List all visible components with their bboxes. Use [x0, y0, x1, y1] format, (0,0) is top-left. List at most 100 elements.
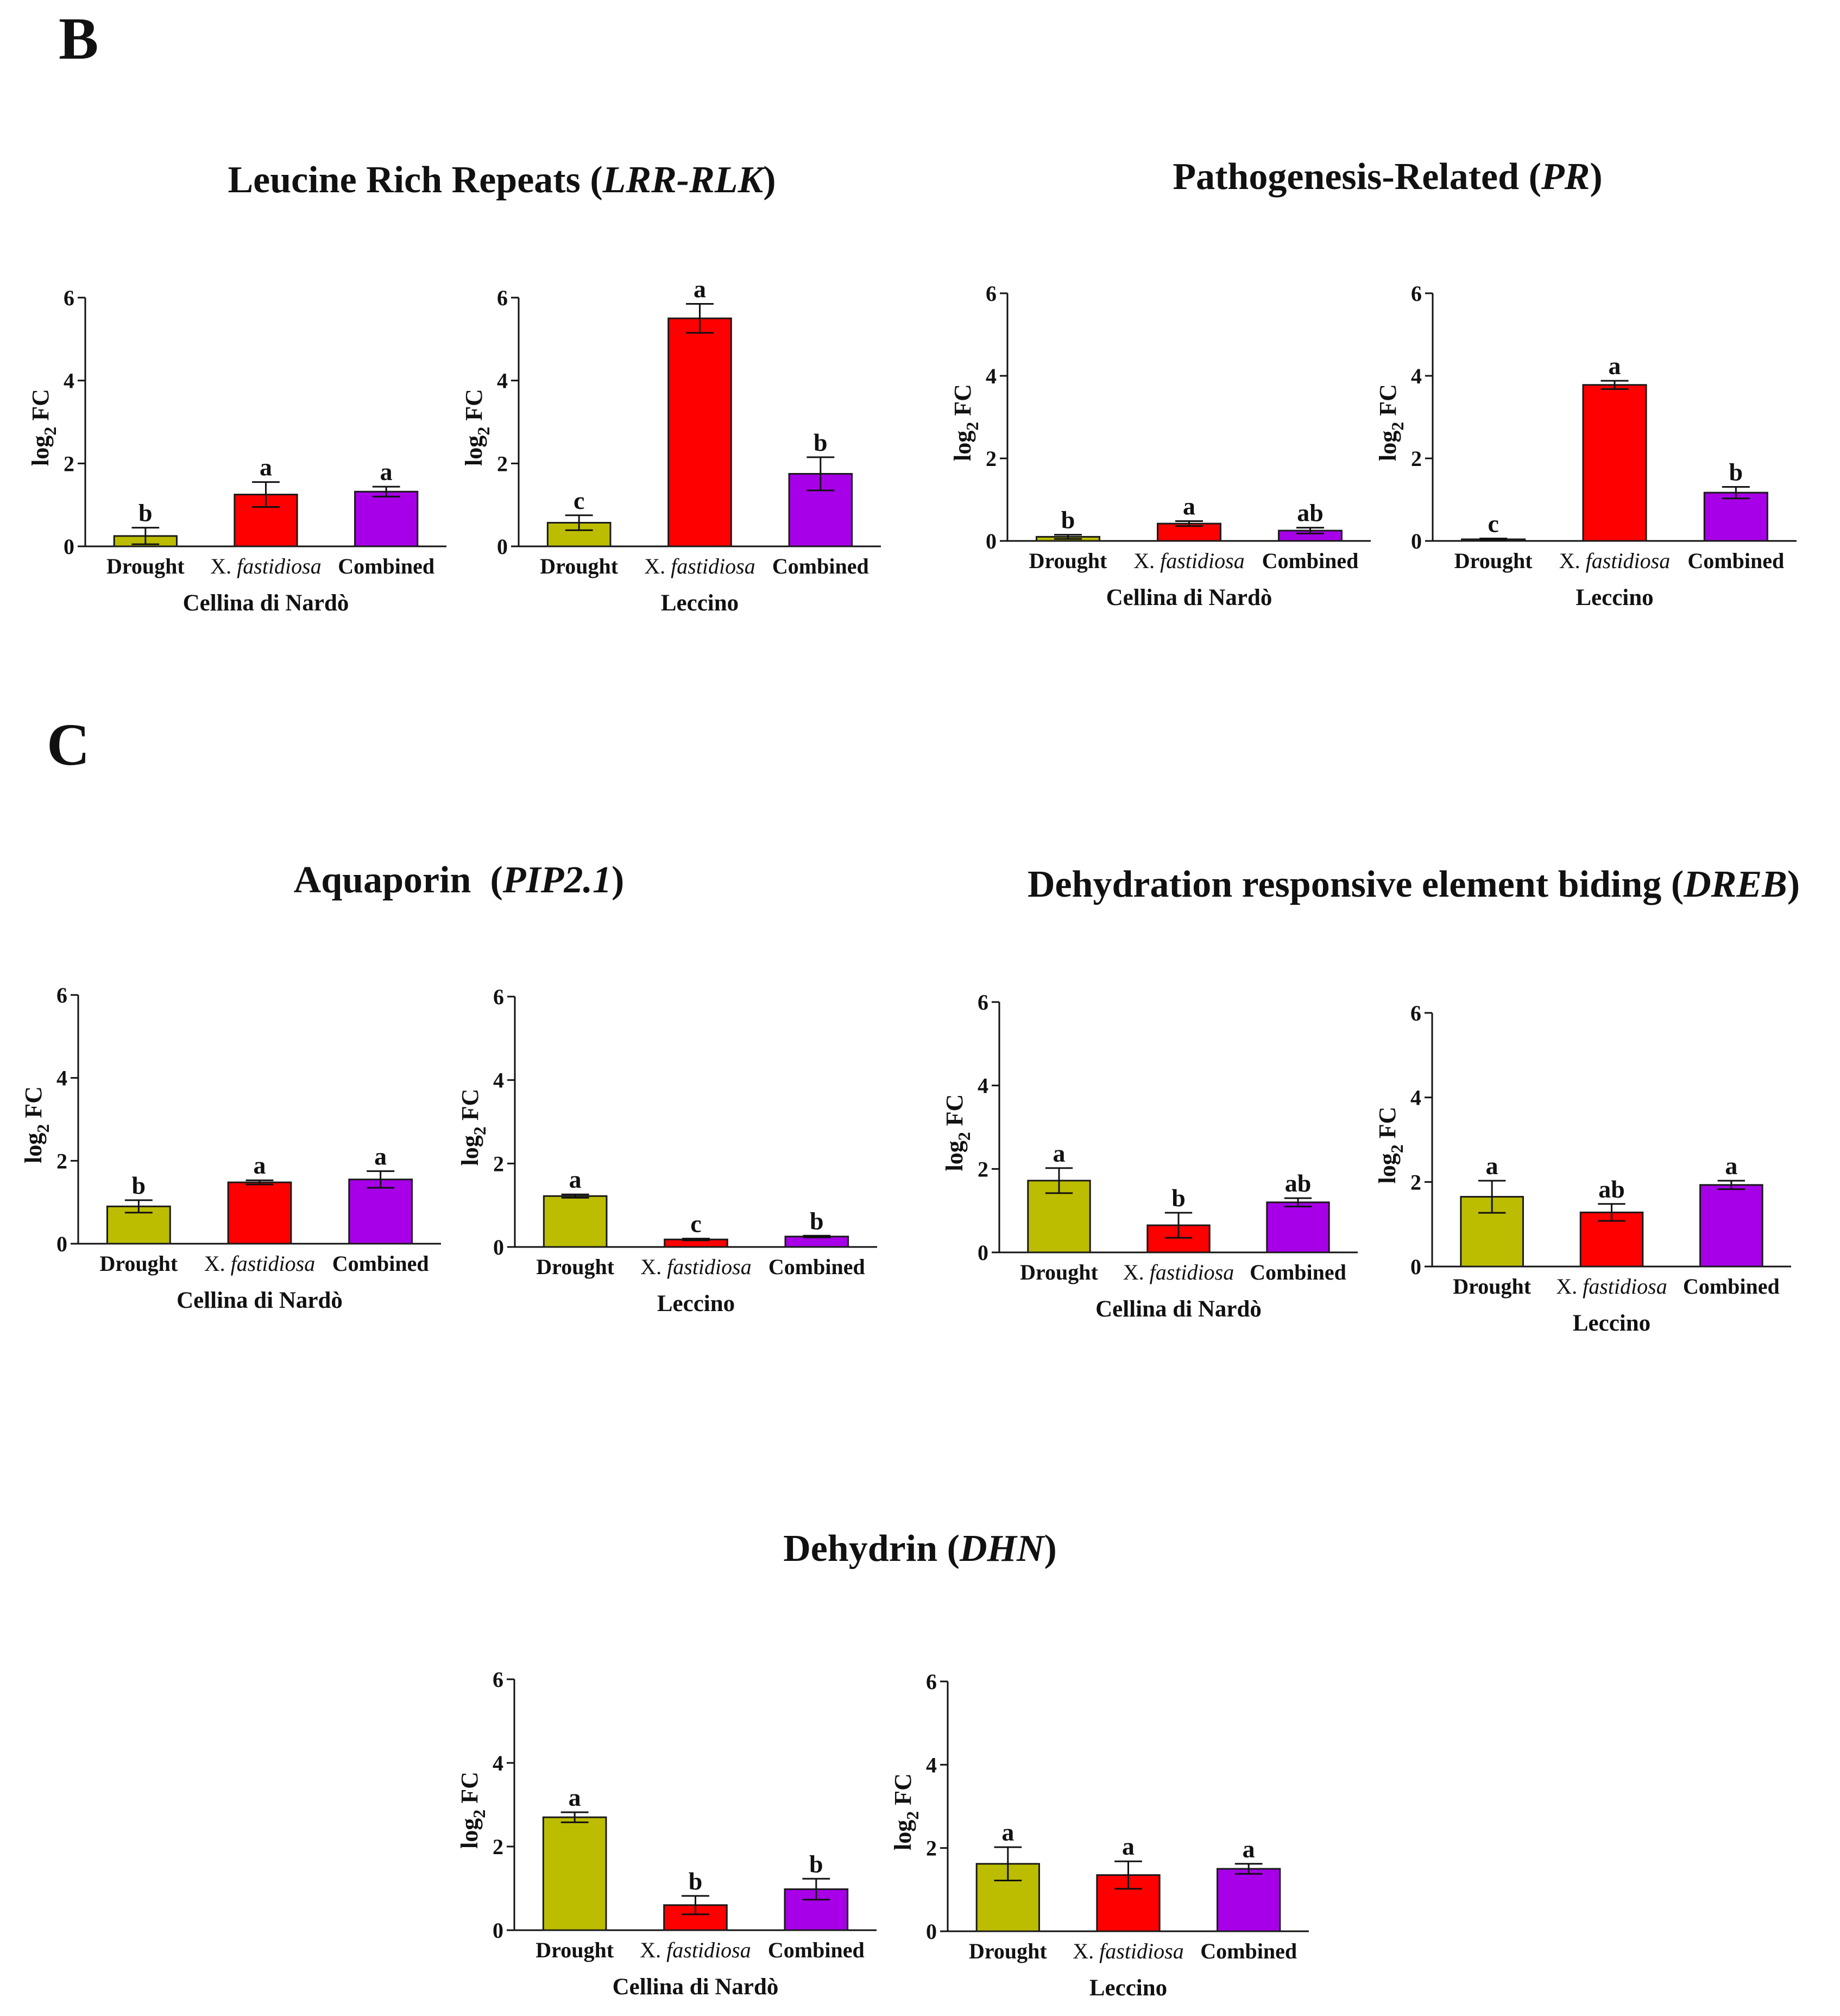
subplot-6: 0 2 4 6 log2 FC a Drought c X. fastidiosa b Combin… — [457, 985, 877, 1316]
gene-symbol: PIP2.1 — [502, 859, 612, 901]
y-tick-label: 0 — [497, 534, 508, 559]
y-axis-label: log2 FC — [461, 389, 493, 466]
subplot-4: 0 2 4 6 log2 FC c Drought a X. fastidiosa b Combin… — [1375, 281, 1797, 610]
bar-drought — [1460, 1196, 1524, 1268]
x-axis-label: Cellina di Nardò — [1106, 585, 1272, 610]
y-tick-label: 4 — [1410, 1086, 1421, 1110]
significance-label: b — [810, 1207, 824, 1234]
gene-name: Dehydrin — [783, 1528, 937, 1570]
significance-label: a — [1486, 1152, 1498, 1180]
y-tick-label: 6 — [497, 286, 508, 310]
significance-label: a — [1122, 1832, 1135, 1860]
significance-label: a — [1243, 1835, 1255, 1863]
y-axis-label: log2 FC — [457, 1089, 489, 1166]
y-tick-label: 6 — [1410, 1001, 1421, 1025]
category-label: X. fastidiosa — [1133, 549, 1244, 573]
subplot-7: 0 2 4 6 log2 FC a Drought b X. fastidiosa ab Combi… — [941, 990, 1358, 1322]
y-tick-label: 0 — [1410, 1255, 1421, 1279]
gene-title-pip: Aquaporin (PIP2.1) — [294, 859, 625, 901]
y-tick-label: 2 — [1411, 446, 1422, 471]
y-axis-label: log2 FC — [1375, 384, 1407, 461]
category-label: Combined — [1687, 549, 1784, 573]
y-axis-label: log2 FC — [27, 389, 60, 466]
y-tick-label: 2 — [986, 446, 997, 471]
y-tick-label: 2 — [497, 451, 508, 476]
subplot-1: 0 2 4 6 log2 FC b Drought a X. fastidiosa a Combin… — [27, 286, 446, 616]
subplot-10: 0 2 4 6 log2 FC a Drought a X. fastidiosa a Combin… — [890, 1670, 1309, 2001]
gene-name: Aquaporin — [294, 859, 481, 901]
significance-label: a — [380, 458, 393, 486]
category-label: Drought — [1020, 1260, 1098, 1284]
significance-label: a — [374, 1142, 387, 1170]
significance-label: b — [138, 499, 153, 527]
significance-label: a — [569, 1784, 581, 1811]
significance-label: b — [809, 1850, 823, 1878]
gene-symbol: DREB — [1683, 864, 1787, 905]
charts-layer: 0 2 4 6 log2 FC b Drought a X. fastidiosa a Combin… — [20, 275, 1797, 2001]
category-label: Drought — [1454, 549, 1533, 573]
y-tick-label: 4 — [493, 1751, 503, 1775]
category-label: Combined — [768, 1255, 865, 1279]
category-label: X. fastidiosa — [1556, 1274, 1667, 1299]
subplot-3: 0 2 4 6 log2 FC b Drought a X. fastidiosa ab Combi… — [949, 281, 1371, 610]
x-axis-label: Leccino — [1089, 1975, 1167, 2001]
significance-label: a — [694, 275, 706, 303]
y-axis-label: log2 FC — [1374, 1107, 1407, 1184]
y-tick-label: 6 — [493, 985, 504, 1009]
category-label: X. fastidiosa — [1559, 549, 1670, 573]
bar-x-fastidiosa — [1146, 1224, 1211, 1253]
y-tick-label: 6 — [986, 281, 997, 306]
category-label: Drought — [99, 1251, 178, 1276]
bar-x-fastidiosa — [667, 317, 732, 547]
significance-label: b — [1171, 1184, 1186, 1212]
y-axis-label: log2 FC — [890, 1773, 922, 1850]
bar-combined — [348, 1179, 413, 1245]
gene-title-pr: Pathogenesis-Related (PR) — [1173, 156, 1602, 198]
significance-label: b — [689, 1867, 703, 1895]
x-axis-label: Cellina di Nardò — [613, 1974, 779, 2000]
category-label: X. fastidiosa — [640, 1938, 751, 1962]
gene-symbol: LRR-RLK — [602, 159, 766, 201]
category-label: X. fastidiosa — [644, 554, 755, 578]
y-tick-label: 0 — [493, 1235, 504, 1259]
subplot-5: 0 2 4 6 log2 FC b Drought a X. fastidiosa a Combin… — [20, 983, 441, 1313]
bar-combined — [1699, 1184, 1763, 1268]
y-tick-label: 0 — [56, 1232, 67, 1256]
bar-combined — [354, 490, 419, 547]
category-label: Drought — [106, 554, 185, 578]
category-label: X. fastidiosa — [210, 554, 321, 578]
category-label: Combined — [332, 1251, 429, 1276]
subplot-2: 0 2 4 6 log2 FC c Drought a X. fastidiosa b Combin… — [461, 275, 881, 616]
significance-label: c — [690, 1210, 701, 1238]
y-tick-label: 2 — [978, 1157, 988, 1181]
category-label: Combined — [768, 1938, 865, 1962]
y-tick-label: 4 — [1411, 364, 1422, 388]
y-tick-label: 4 — [56, 1066, 67, 1091]
significance-label: c — [1488, 509, 1498, 537]
gene-name: Leucine Rich Repeats — [228, 159, 580, 201]
significance-label: a — [1053, 1139, 1066, 1167]
y-tick-label: 2 — [493, 1835, 503, 1859]
significance-label: a — [1001, 1818, 1014, 1846]
subplot-9: 0 2 4 6 log2 FC a Drought b X. fastidiosa b Combin… — [456, 1667, 877, 2000]
y-tick-label: 6 — [978, 990, 988, 1015]
bar-combined — [1703, 492, 1768, 542]
significance-label: a — [1183, 493, 1195, 520]
category-label: Combined — [338, 554, 434, 578]
significance-label: ab — [1598, 1175, 1625, 1203]
y-tick-label: 4 — [978, 1074, 988, 1098]
category-label: Combined — [1250, 1260, 1346, 1284]
bar-combined — [1217, 1868, 1281, 1932]
category-label: X. fastidiosa — [640, 1255, 751, 1279]
x-axis-label: Cellina di Nardò — [177, 1288, 343, 1313]
significance-label: b — [132, 1171, 146, 1199]
y-tick-label: 0 — [64, 534, 74, 559]
significance-label: a — [254, 1151, 266, 1179]
y-tick-label: 6 — [926, 1670, 937, 1694]
category-label: X. fastidiosa — [1073, 1939, 1183, 1963]
gene-title-lrr: Leucine Rich Repeats (LRR-RLK) — [228, 159, 776, 201]
bar-x-fastidiosa — [1582, 384, 1647, 542]
y-axis-label: log2 FC — [20, 1086, 53, 1163]
panel-letter-c: C — [47, 711, 90, 778]
